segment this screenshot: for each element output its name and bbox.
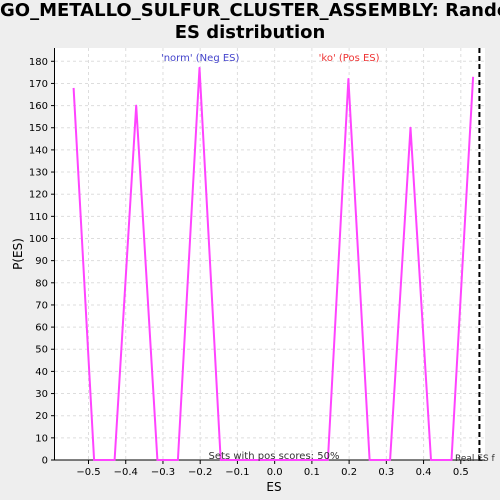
x-tick-label: −0.1 — [225, 467, 249, 478]
y-axis-label: P(ES) — [11, 238, 25, 270]
y-tick-label: 60 — [35, 323, 48, 334]
y-tick-label: 10 — [35, 433, 48, 444]
y-ticks: 0 10 20 30 40 50 60 70 80 90 100 110 120 130 140 150 160… — [29, 57, 55, 467]
y-tick-label: 130 — [29, 168, 48, 179]
chart-title-line-1: GO_METALLO_SULFUR_CLUSTER_ASSEMBLY: Rand… — [0, 0, 500, 21]
neg-es-label: 'norm' (Neg ES) — [161, 53, 240, 64]
y-tick-label: 180 — [29, 57, 48, 68]
real-es-label: Real ES f — [455, 454, 496, 464]
es-distribution-line — [72, 66, 475, 461]
x-tick-label: 0.5 — [453, 467, 469, 478]
y-tick-label: 160 — [29, 101, 48, 112]
y-tick-label: 120 — [29, 190, 48, 201]
y-tick-label: 100 — [29, 234, 48, 245]
x-tick-label: −0.2 — [188, 467, 212, 478]
y-tick-label: 0 — [42, 456, 48, 467]
x-tick-label: −0.5 — [76, 467, 100, 478]
y-tick-label: 170 — [29, 79, 48, 90]
y-tick-label: 90 — [35, 256, 48, 267]
pos-scores-label: Sets with pos scores: 50% — [209, 451, 340, 462]
x-tick-label: 0.4 — [416, 467, 432, 478]
series-group — [72, 66, 475, 461]
y-tick-label: 20 — [35, 411, 48, 422]
x-tick-label: 0.0 — [267, 467, 283, 478]
y-tick-label: 80 — [35, 278, 48, 289]
x-tick-label: −0.4 — [114, 467, 138, 478]
y-tick-label: 40 — [35, 367, 48, 378]
pos-es-label: 'ko' (Pos ES) — [319, 53, 380, 64]
y-tick-label: 50 — [35, 345, 48, 356]
y-tick-label: 70 — [35, 300, 48, 311]
y-tick-label: 150 — [29, 123, 48, 134]
y-tick-label: 110 — [29, 212, 48, 223]
chart-title: GO_METALLO_SULFUR_CLUSTER_ASSEMBLY: Rand… — [0, 0, 500, 44]
x-tick-label: −0.3 — [151, 467, 175, 478]
x-tick-label: 0.1 — [304, 467, 320, 478]
y-tick-label: 140 — [29, 145, 48, 156]
chart-title-line-2: ES distribution — [174, 22, 326, 43]
grid-lines — [55, 48, 485, 460]
x-tick-label: 0.2 — [341, 467, 357, 478]
y-tick-label: 30 — [35, 389, 48, 400]
x-axis-label: ES — [266, 480, 281, 494]
plot-area — [55, 48, 485, 460]
x-ticks: −0.5 −0.4 −0.3 −0.2 −0.1 0.0 0.1 0.2 0.3 0.4 0.5 — [76, 460, 469, 478]
x-tick-label: 0.3 — [378, 467, 394, 478]
